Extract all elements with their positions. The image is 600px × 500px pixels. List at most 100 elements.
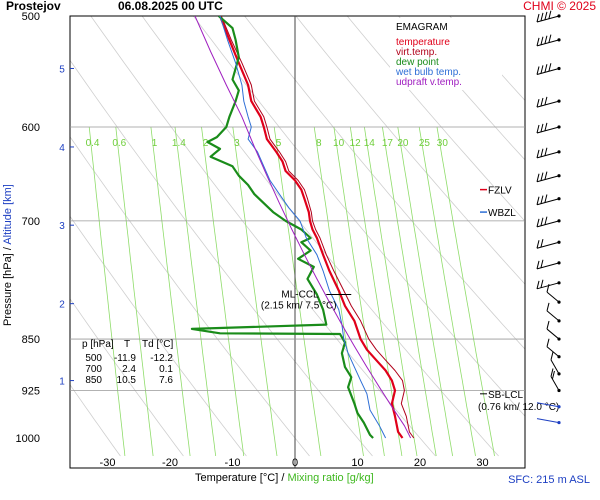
temperature-tick-label: 20 [414,457,426,469]
wbzl-label: WBZL [488,208,516,219]
legend-box [390,18,502,90]
wind-barb-feather [544,147,548,156]
x-axis-label: Temperature [°C] / Mixing ratio [g/kg] [195,472,374,484]
wind-barb-shaft [536,67,560,75]
mixing-ratio-line [273,126,322,457]
wind-barb-feather [540,123,544,133]
wind-barb-feather [551,370,555,380]
wind-barb-feather [536,149,540,158]
wind-barb-shaft [536,126,560,134]
wind-barb-station [557,388,561,393]
wind-barb-shaft [536,418,560,424]
ml-ccl-detail: (2.15 km/ 7.5 °C) [261,300,337,311]
wind-barb-station [557,38,561,42]
wind-barb-shaft [546,291,560,303]
wind-barb-station [557,14,561,18]
table-cell: -12.2 [150,353,173,364]
wind-barb-feather [540,279,544,288]
altitude-tick-label: 5 [59,64,65,75]
wind-barb-feather [546,284,550,293]
mixing-ratio-line [174,126,217,457]
wind-barb [546,320,561,341]
table-cell: 500 [85,353,102,364]
mixing-ratio-label: 0.4 [86,138,100,149]
station-name: Prostejov [6,0,61,13]
wind-barb-feather [544,11,548,20]
pressure-tick-label: 925 [22,386,40,398]
wind-barb [536,171,561,183]
wind-barb-station [557,372,561,376]
wind-barb [536,239,561,249]
pressure-tick-label: 600 [22,122,40,134]
temperature-tick-label: -10 [225,457,241,469]
mixing-ratio-line [397,126,453,457]
wind-barb [546,338,561,359]
mixing-ratio-line [232,126,278,457]
wind-barb-station [557,174,561,178]
wind-barb [536,10,561,23]
plot-frame [69,15,526,469]
wind-barb-station [557,66,561,71]
table-cell: 2.4 [122,364,136,375]
mixing-ratio-line [88,126,126,457]
wind-barb-station [557,337,561,341]
wind-barb-feather [536,66,540,75]
wind-barb-feather [540,12,544,22]
mixing-ratio-label: 3 [234,138,240,149]
table-cell: 700 [85,364,102,375]
dry-adiabat [141,16,499,457]
legend-item: dew point [396,57,439,68]
wind-barb-station [557,197,561,201]
wind-barb-feather [546,320,550,330]
mixing-ratio-line [349,126,403,457]
wind-barb-shaft [536,198,560,206]
pressure-tick-label: 500 [22,11,40,23]
wind-barb-shaft [536,151,560,159]
mixing-ratio-label: 14 [364,138,376,149]
table-cell: 10.5 [117,375,137,386]
wind-barb-station [557,281,561,285]
legend-item: udpraft v.temp. [396,77,462,88]
wind-barb [536,216,561,228]
sounding-datetime: 06.08.2025 00 UTC [118,0,223,13]
dry-adiabat [70,59,373,457]
wind-barb-shaft [536,175,560,183]
table-cell: -11.9 [114,353,136,364]
temperature-tick-label: 10 [351,457,363,469]
virt-temp-line [220,16,415,439]
wind-barb-shaft [536,262,560,270]
pressure-tick-label: 850 [22,334,40,346]
wind-barb-shaft [536,220,560,228]
mixing-ratio-label: 17 [382,138,394,149]
mixing-ratio-label: 1 [152,138,158,149]
wind-barb [546,302,561,323]
mixing-ratio-label: 20 [397,138,409,149]
credit-label: CHMI © 2025 [523,0,596,13]
wind-barb-shaft [536,15,560,23]
wind-barb-station [557,150,561,154]
wind-barb-feather [544,96,548,106]
dry-adiabat [244,16,525,350]
pressure-tick-label: 700 [22,216,40,228]
mixing-ratio-line [201,126,245,457]
wind-barb [550,351,561,376]
wind-barb-feather [540,217,544,226]
axis-separator: / [278,472,288,484]
wind-barb-feather [536,240,540,249]
fzlv-label: FZLV [488,186,512,197]
legend-title: EMAGRAM [396,22,448,33]
table-cell: 850 [85,375,102,386]
wind-barb-feather [546,302,550,312]
wind-barb-shaft [536,282,560,290]
wind-barb [536,418,561,425]
wind-barb [536,96,561,108]
wind-barb-feather [536,196,540,205]
wind-barb-shaft [536,39,560,47]
mixing-ratio-label: 30 [437,138,449,149]
dry-adiabat [70,298,184,457]
wind-barb-feather [544,216,548,225]
table-header: Td [°C] [142,339,173,350]
wind-barb-shaft [546,346,560,358]
wind-barb-feather [536,260,540,269]
wind-barb [536,34,561,47]
